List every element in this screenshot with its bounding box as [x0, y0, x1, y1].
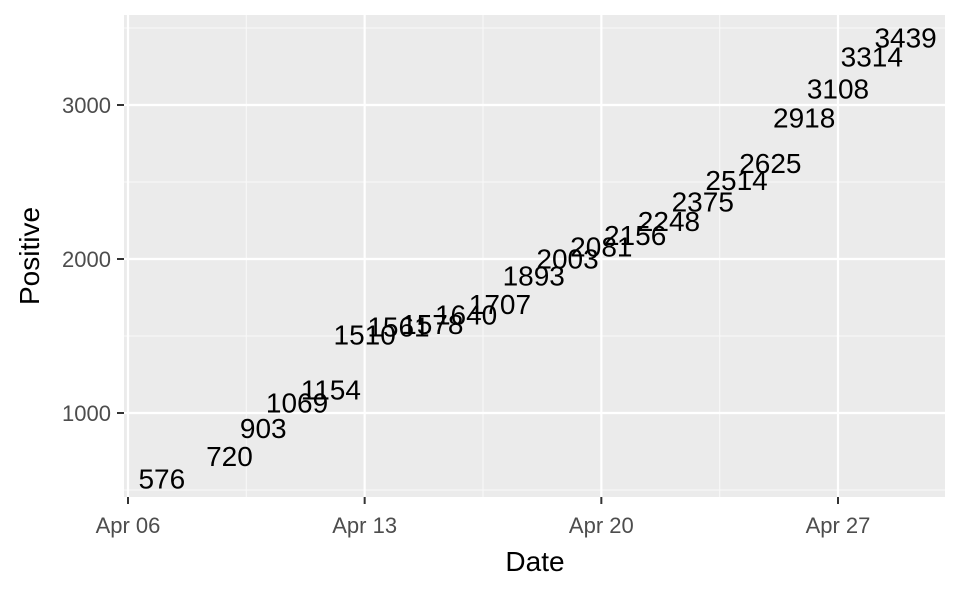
- x-tick-label: Apr 20: [569, 513, 634, 538]
- data-label: 3439: [874, 22, 936, 53]
- data-label: 2375: [672, 186, 734, 217]
- data-label: 1707: [469, 289, 531, 320]
- x-axis-tick-labels: Apr 06 Apr 13 Apr 20 Apr 27: [96, 513, 871, 538]
- data-label: 2003: [536, 244, 598, 275]
- data-label: 1069: [266, 387, 328, 418]
- x-tick-label: Apr 27: [806, 513, 871, 538]
- y-tick-label: 3000: [62, 93, 111, 118]
- data-label: 1510: [334, 319, 396, 350]
- y-tick-label: 1000: [62, 401, 111, 426]
- x-tick-label: Apr 06: [96, 513, 161, 538]
- y-axis-title: Positive: [14, 207, 45, 305]
- axis-ticks: [117, 104, 839, 504]
- data-label: 1154: [301, 374, 361, 405]
- data-label: 1893: [503, 260, 565, 291]
- data-label: 2156: [604, 220, 666, 251]
- data-label: 576: [138, 463, 185, 494]
- y-axis-tick-labels: 1000 2000 3000: [62, 93, 111, 426]
- data-label: 2514: [705, 165, 767, 196]
- data-label: 1640: [435, 299, 497, 330]
- minor-gridlines: [124, 15, 945, 497]
- data-label: 903: [240, 413, 287, 444]
- y-tick-label: 2000: [62, 247, 111, 272]
- data-label: 3314: [841, 42, 903, 73]
- data-label: 2625: [739, 148, 801, 179]
- plot-panel: [124, 15, 945, 497]
- major-gridlines: [124, 15, 945, 497]
- x-axis-title: Date: [505, 546, 564, 577]
- data-label: 1578: [401, 309, 463, 340]
- data-label: 2081: [570, 232, 632, 263]
- data-label: 2918: [773, 103, 835, 134]
- data-label: 720: [206, 441, 253, 472]
- x-tick-label: Apr 13: [332, 513, 397, 538]
- data-label: 3108: [807, 73, 869, 104]
- data-label: 2248: [638, 206, 700, 237]
- data-label: 1561: [367, 312, 429, 343]
